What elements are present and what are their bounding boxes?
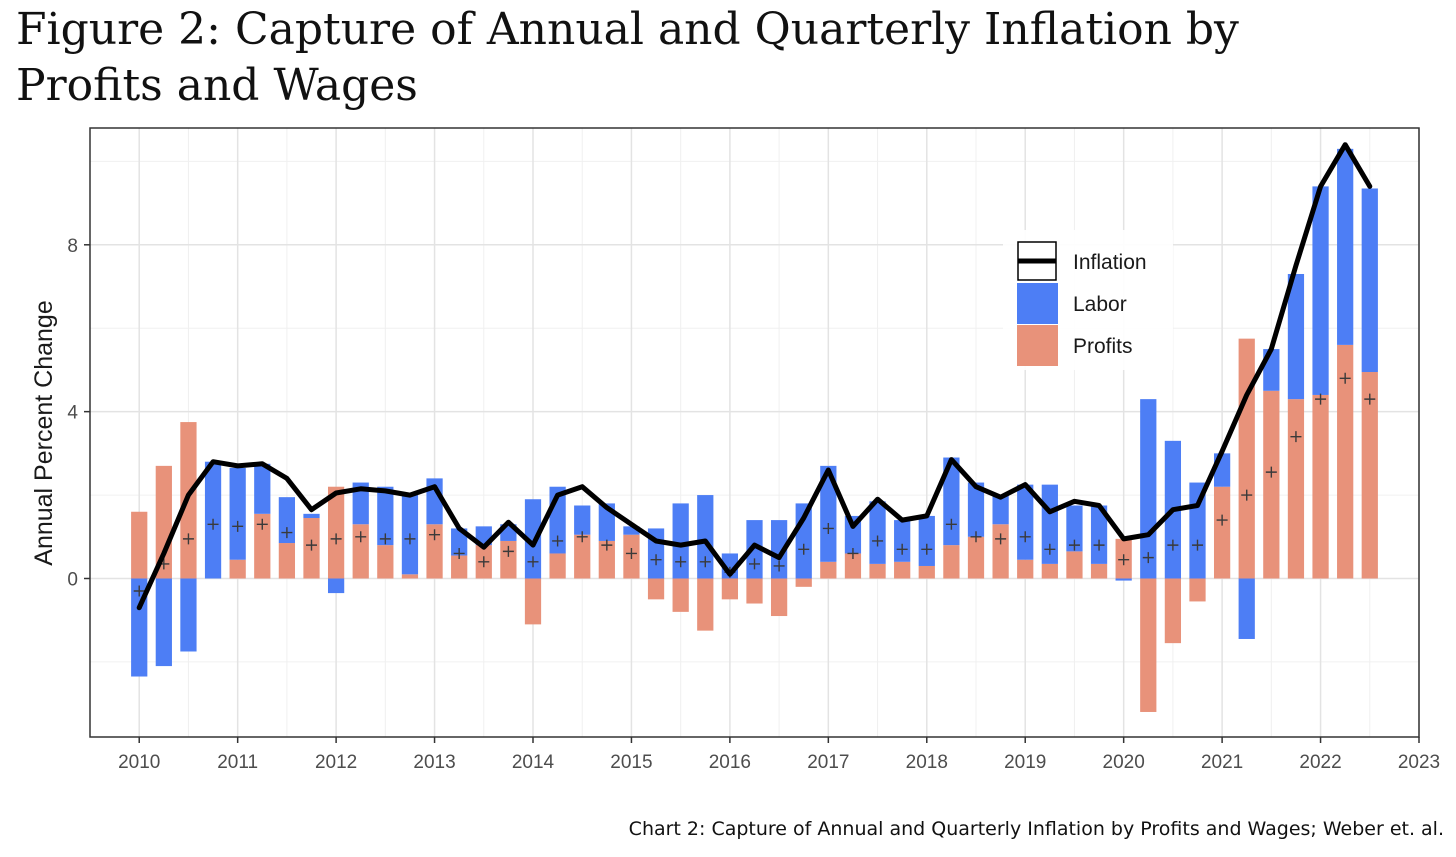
legend-key-labor xyxy=(1017,283,1058,324)
legend-key-profits xyxy=(1017,325,1058,366)
bar-labor xyxy=(1362,188,1378,372)
plot-frame xyxy=(90,128,1419,737)
y-tick-label: 4 xyxy=(67,403,78,424)
caption: Chart 2: Capture of Annual and Quarterly… xyxy=(629,818,1444,840)
bar-profits xyxy=(230,560,246,579)
bar-profits xyxy=(746,578,762,603)
bar-profits xyxy=(1189,578,1205,601)
bar-profits xyxy=(1214,487,1230,579)
x-tick-label: 2016 xyxy=(709,752,751,773)
y-axis-title: Annual Percent Change xyxy=(30,300,58,565)
bar-profits xyxy=(992,524,1008,578)
x-tick-label: 2012 xyxy=(315,752,357,773)
bar-labor xyxy=(869,501,885,564)
bar-labor xyxy=(1337,149,1353,345)
bar-profits xyxy=(1239,339,1255,579)
legend-label-profits: Profits xyxy=(1073,335,1133,358)
legend-label-labor: Labor xyxy=(1073,293,1127,316)
bar-profits xyxy=(328,487,344,579)
bar-profits xyxy=(673,578,689,611)
x-tick-label: 2010 xyxy=(118,752,160,773)
bar-profits xyxy=(1066,551,1082,578)
bar-labor xyxy=(1140,399,1156,578)
point-markers xyxy=(134,373,1376,597)
bar-labor xyxy=(919,516,935,566)
bar-profits xyxy=(943,545,959,578)
x-tick-label: 2023 xyxy=(1398,752,1440,773)
x-tick-label: 2014 xyxy=(512,752,555,773)
bar-labor xyxy=(1116,578,1132,580)
bar-labor xyxy=(1239,578,1255,638)
bar-profits xyxy=(1312,395,1328,579)
minor-gridlines xyxy=(90,128,1419,737)
bar-labor xyxy=(180,578,196,651)
x-tick-label: 2020 xyxy=(1103,752,1145,773)
bar-labor xyxy=(303,514,319,518)
bar-profits xyxy=(1165,578,1181,643)
bar-profits xyxy=(377,545,393,578)
bar-profits xyxy=(1091,564,1107,579)
bar-labor xyxy=(574,505,590,534)
x-tick-label: 2011 xyxy=(217,752,258,773)
bar-labor xyxy=(328,578,344,593)
bar-labor xyxy=(230,468,246,560)
bar-labor xyxy=(254,464,270,514)
x-tick-label: 2019 xyxy=(1004,752,1046,773)
y-tick-label: 8 xyxy=(67,236,78,257)
legend-label-inflation: Inflation xyxy=(1073,251,1147,274)
bar-profits xyxy=(919,566,935,579)
bar-profits xyxy=(648,578,664,599)
x-tick-label: 2018 xyxy=(906,752,948,773)
bar-profits xyxy=(771,578,787,616)
bar-profits xyxy=(131,512,147,579)
bar-profits xyxy=(1263,391,1279,579)
bar-profits xyxy=(549,553,565,578)
y-tick-label: 0 xyxy=(67,569,78,590)
bar-profits xyxy=(1042,564,1058,579)
bar-profits xyxy=(1140,578,1156,711)
legend: Inflation Labor Profits xyxy=(1003,230,1173,370)
bar-profits xyxy=(796,578,812,586)
bar-profits xyxy=(697,578,713,630)
bar-labor xyxy=(1017,485,1033,560)
bar-profits xyxy=(279,543,295,578)
bar-labor xyxy=(894,520,910,562)
major-gridlines xyxy=(90,128,1419,737)
bar-profits xyxy=(869,564,885,579)
bar-labor xyxy=(1312,186,1328,395)
bar-profits xyxy=(451,556,467,579)
bar-profits xyxy=(525,578,541,624)
x-tick-label: 2017 xyxy=(807,752,849,773)
x-tick-label: 2022 xyxy=(1299,752,1341,773)
bar-profits xyxy=(820,562,836,579)
bars xyxy=(131,149,1378,712)
x-tick-label: 2021 xyxy=(1201,752,1243,773)
bar-profits xyxy=(1017,560,1033,579)
x-tick-label: 2013 xyxy=(413,752,455,773)
y-axis-ticks: 0 4 8 xyxy=(67,236,90,591)
bar-profits xyxy=(894,562,910,579)
bar-profits xyxy=(968,537,984,579)
x-axis-ticks: 2010 2011 2012 2013 2014 2015 2016 2017 2018 2019… xyxy=(118,737,1440,773)
x-tick-label: 2015 xyxy=(610,752,652,773)
bar-profits xyxy=(1288,399,1304,578)
chart: 2010 2011 2012 2013 2014 2015 2016 2017 2018 2019… xyxy=(0,0,1456,857)
bar-labor xyxy=(156,578,172,666)
bar-profits xyxy=(402,574,418,578)
bar-profits xyxy=(722,578,738,599)
plot-border xyxy=(90,128,1419,737)
